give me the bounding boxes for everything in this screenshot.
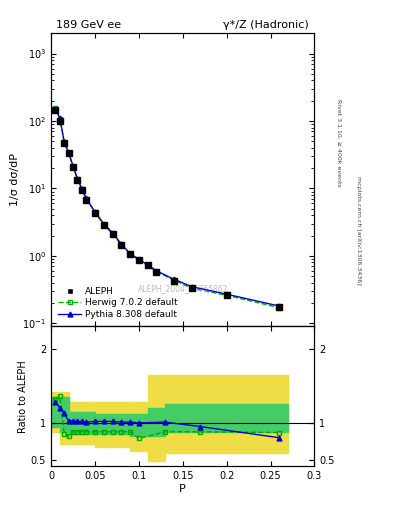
Text: γ*/Z (Hadronic): γ*/Z (Hadronic)	[223, 20, 309, 30]
Text: Rivet 3.1.10, ≥ 400k events: Rivet 3.1.10, ≥ 400k events	[336, 99, 341, 187]
Y-axis label: 1/σ dσ/dP: 1/σ dσ/dP	[9, 153, 20, 206]
Text: 189 GeV ee: 189 GeV ee	[56, 20, 121, 30]
X-axis label: P: P	[179, 483, 186, 494]
Text: mcplots.cern.ch [arXiv:1306.3436]: mcplots.cern.ch [arXiv:1306.3436]	[356, 176, 361, 285]
Legend: ALEPH, Herwig 7.0.2 default, Pythia 8.308 default: ALEPH, Herwig 7.0.2 default, Pythia 8.30…	[55, 284, 181, 322]
Y-axis label: Ratio to ALEPH: Ratio to ALEPH	[18, 360, 28, 433]
Text: ALEPH_2004_S5765862: ALEPH_2004_S5765862	[138, 284, 228, 293]
